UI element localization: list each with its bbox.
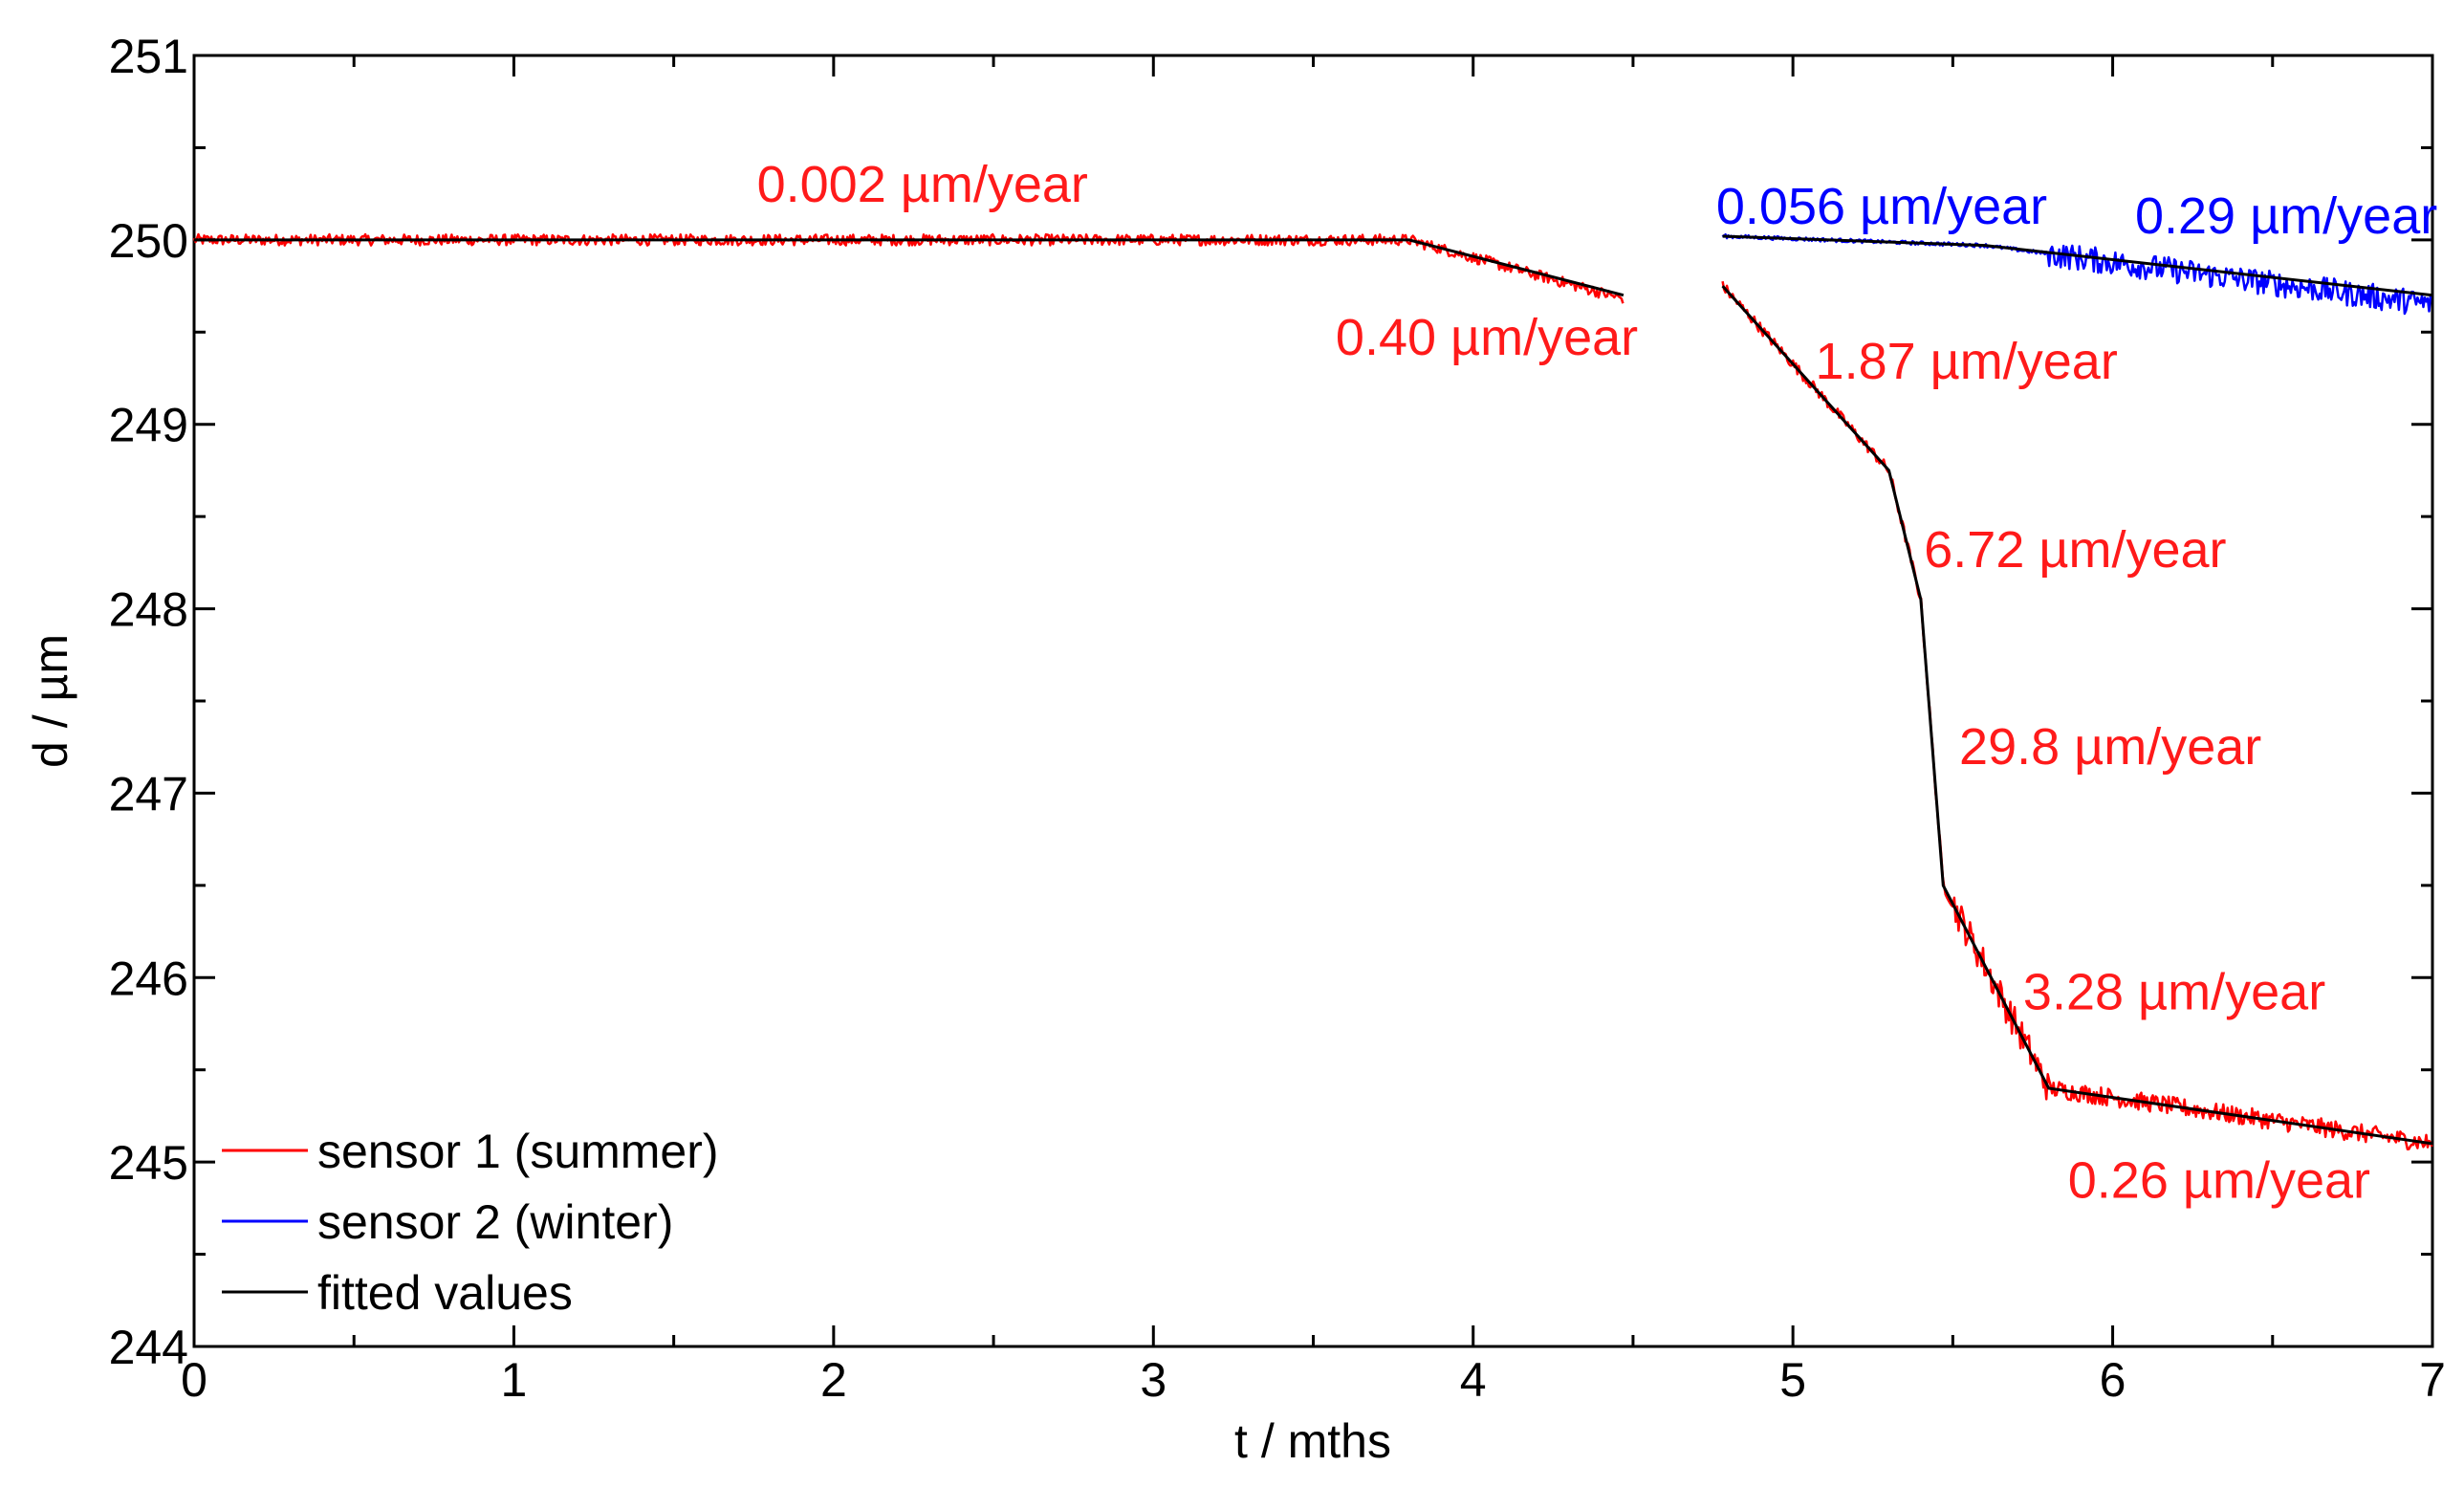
- annotation-label: 0.40 µm/year: [1336, 309, 1638, 366]
- y-tick-marks: [194, 54, 2432, 1348]
- annotation-label: 1.87 µm/year: [1816, 333, 2118, 390]
- y-tick-label: 245: [109, 1136, 188, 1190]
- x-tick-label: 3: [1140, 1353, 1167, 1407]
- y-tick-label: 246: [109, 952, 188, 1005]
- axis-layer: 0 1 2 3 4 5 6 7 244 245 246 247 248 249 …: [24, 30, 2446, 1468]
- x-tick-label: 7: [2419, 1353, 2446, 1407]
- annotation-label: 29.8 µm/year: [1959, 718, 2261, 776]
- annotation-label: 6.72 µm/year: [1924, 521, 2226, 579]
- legend-label-fit: fitted values: [317, 1266, 573, 1320]
- y-tick-label: 249: [109, 399, 188, 452]
- plot-area: [192, 54, 2434, 1348]
- x-tick-label: 4: [1460, 1353, 1487, 1407]
- x-tick-label: 6: [2100, 1353, 2126, 1407]
- y-tick-label: 248: [109, 583, 188, 637]
- x-tick-label: 5: [1779, 1353, 1806, 1407]
- x-axis-title: t / mths: [1234, 1414, 1391, 1468]
- series-fit-line: [1722, 234, 2433, 297]
- annotation-label: 0.29 µm/year: [2135, 187, 2437, 245]
- annotation-label: 0.056 µm/year: [1716, 178, 2047, 235]
- legend-label-sensor1: sensor 1 (summer): [317, 1125, 719, 1178]
- x-tick-label: 2: [820, 1353, 847, 1407]
- y-axis-title: d / µm: [24, 634, 77, 768]
- y-tick-label: 251: [109, 30, 188, 83]
- x-tick-label: 1: [501, 1353, 528, 1407]
- annotation-label: 3.28 µm/year: [2023, 964, 2325, 1021]
- y-tick-label: 250: [109, 214, 188, 268]
- y-tick-label: 244: [109, 1321, 188, 1374]
- annotation-label: 0.26 µm/year: [2068, 1151, 2370, 1209]
- annotation-layer: 0.002 µm/year 0.40 µm/year 0.056 µm/year…: [757, 156, 2438, 1209]
- legend-label-sensor2: sensor 2 (winter): [317, 1195, 673, 1249]
- series-fit-line: [1721, 285, 2433, 1146]
- x-tick-label: 0: [181, 1353, 207, 1407]
- x-tick-marks: [192, 55, 2434, 1346]
- legend: sensor 1 (summer) sensor 2 (winter) fitt…: [222, 1125, 719, 1320]
- data-layer: [192, 232, 2433, 1150]
- y-tick-label: 247: [109, 767, 188, 821]
- series-fit-line: [194, 238, 1624, 297]
- annotation-label: 0.002 µm/year: [757, 156, 1088, 213]
